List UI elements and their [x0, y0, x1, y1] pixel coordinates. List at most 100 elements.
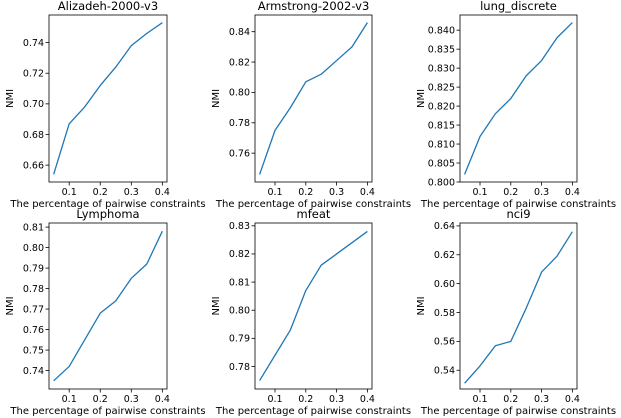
data-point — [335, 252, 338, 255]
y-tick-label: 0.60 — [434, 279, 455, 290]
data-point — [540, 59, 543, 62]
x-tick-label: 0.3 — [534, 394, 549, 405]
x-tick-label: 0.2 — [503, 394, 518, 405]
data-point — [366, 21, 369, 24]
data-point — [273, 129, 276, 132]
data-point — [68, 365, 71, 368]
x-tick-label: 0.4 — [155, 394, 170, 405]
data-point — [350, 45, 353, 48]
x-tick-label: 0.1 — [472, 394, 487, 405]
y-tick-label: 0.810 — [428, 139, 455, 150]
y-tick-label: 0.68 — [23, 130, 44, 141]
data-point — [350, 241, 353, 244]
x-tick-label: 0.4 — [155, 187, 170, 198]
data-point — [525, 307, 528, 310]
y-tick-label: 0.75 — [23, 345, 44, 356]
series-line — [259, 22, 368, 175]
y-tick-label: 0.78 — [229, 362, 250, 373]
x-tick-label: 0.3 — [329, 394, 344, 405]
data-point — [494, 344, 497, 347]
x-tick-label: 0.3 — [124, 187, 139, 198]
data-point — [463, 173, 466, 176]
data-point — [52, 379, 55, 382]
y-tick-label: 0.80 — [229, 306, 250, 317]
data-point — [68, 122, 71, 125]
x-axis-label: The percentage of pairwise constraints — [420, 406, 616, 417]
chart-title: Lymphoma — [76, 207, 139, 221]
data-point — [273, 354, 276, 357]
x-tick-label: 0.4 — [565, 187, 580, 198]
series-line — [464, 231, 573, 384]
data-point — [320, 73, 323, 76]
x-tick-label: 0.2 — [298, 187, 313, 198]
chart-title: Alizadeh-2000-v3 — [58, 0, 158, 13]
y-tick-label: 0.840 — [428, 25, 455, 36]
data-point — [525, 74, 528, 77]
data-point — [114, 65, 117, 68]
y-tick-label: 0.825 — [428, 82, 455, 93]
x-axis-label: The percentage of pairwise constraints — [9, 199, 205, 210]
x-axis-label: The percentage of pairwise constraints — [9, 406, 205, 417]
subplot-3: lung_discrete 0.1 0.2 0.3 0.4 0.800 0.805 0.810… — [416, 0, 616, 210]
plot-frame — [254, 14, 373, 183]
x-tick-label: 0.3 — [329, 187, 344, 198]
data-point — [52, 173, 55, 176]
series-line — [259, 230, 368, 381]
data-point — [99, 84, 102, 87]
y-tick-label: 0.81 — [229, 277, 250, 288]
x-tick-label: 0.1 — [62, 187, 77, 198]
y-tick-label: 0.800 — [428, 177, 455, 188]
data-point — [555, 255, 558, 258]
x-axis-label: The percentage of pairwise constraints — [215, 406, 411, 417]
y-tick-label: 0.64 — [434, 221, 455, 232]
x-axis-label: The percentage of pairwise constraints — [420, 199, 616, 210]
y-tick-label: 0.80 — [229, 88, 250, 99]
series-line — [53, 230, 163, 382]
plot-frame — [459, 222, 578, 390]
chart-title: lung_discrete — [480, 0, 557, 13]
y-axis-label: NMI — [211, 296, 222, 315]
data-point — [304, 289, 307, 292]
data-point — [540, 270, 543, 273]
data-point — [478, 135, 481, 138]
x-tick-label: 0.3 — [124, 394, 139, 405]
y-tick-label: 0.80 — [23, 243, 44, 254]
y-tick-label: 0.805 — [428, 158, 455, 169]
y-axis-label: NMI — [416, 89, 427, 108]
data-point — [555, 36, 558, 39]
y-axis-label: NMI — [211, 89, 222, 108]
x-tick-label: 0.2 — [298, 394, 313, 405]
y-tick-label: 0.83 — [229, 221, 250, 232]
data-point — [304, 80, 307, 83]
data-point — [571, 230, 574, 233]
y-tick-label: 0.815 — [428, 120, 455, 131]
y-axis-label: NMI — [416, 296, 427, 315]
y-tick-label: 0.62 — [434, 250, 455, 261]
subplot-4: Lymphoma 0.1 0.2 0.3 0.4 0.74 0.75 0.76 0.77 0.78… — [5, 207, 206, 417]
x-tick-label: 0.1 — [472, 187, 487, 198]
data-point — [161, 230, 164, 233]
subplot-6: nci9 0.1 0.2 0.3 0.4 0.54 0.56 0.58 0.60 0.62 0.64… — [416, 207, 616, 417]
x-tick-label: 0.2 — [93, 187, 108, 198]
subplot-5: mfeat 0.1 0.2 0.3 0.4 0.78 0.79 0.80 0.81 0.82 0.8… — [211, 207, 411, 417]
data-point — [258, 379, 261, 382]
y-tick-label: 0.74 — [23, 366, 44, 377]
y-tick-label: 0.74 — [23, 38, 44, 49]
x-tick-label: 0.2 — [503, 187, 518, 198]
subplot-2: Armstrong-2002-v3 0.1 0.2 0.3 0.4 0.76 0.78 0.8… — [211, 0, 411, 210]
y-tick-label: 0.72 — [23, 69, 44, 80]
data-point — [463, 382, 466, 385]
data-point — [366, 230, 369, 233]
data-point — [289, 328, 292, 331]
y-tick-label: 0.84 — [229, 27, 250, 38]
chart-title: nci9 — [506, 207, 530, 221]
data-point — [478, 364, 481, 367]
x-tick-label: 0.1 — [267, 187, 282, 198]
x-axis-label: The percentage of pairwise constraints — [215, 199, 411, 210]
y-tick-label: 0.66 — [23, 160, 44, 171]
y-tick-label: 0.58 — [434, 308, 455, 319]
y-tick-label: 0.81 — [23, 222, 44, 233]
data-point — [145, 262, 148, 265]
y-tick-label: 0.54 — [434, 366, 455, 377]
